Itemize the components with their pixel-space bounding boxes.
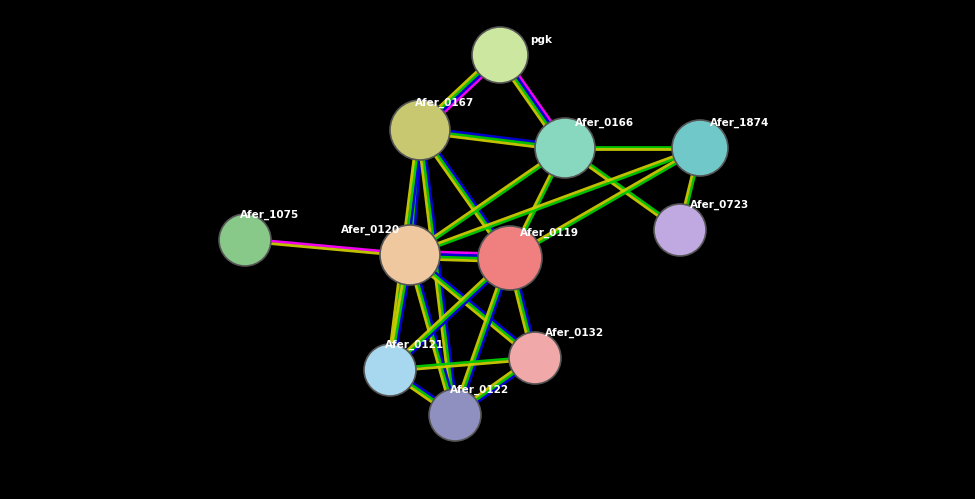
Text: Afer_0120: Afer_0120	[341, 225, 400, 235]
Circle shape	[380, 225, 440, 285]
Circle shape	[478, 226, 542, 290]
Text: Afer_0723: Afer_0723	[690, 200, 749, 210]
Circle shape	[654, 204, 706, 256]
Circle shape	[509, 332, 561, 384]
Text: Afer_0166: Afer_0166	[575, 118, 634, 128]
Text: Afer_0122: Afer_0122	[450, 385, 509, 395]
Text: Afer_0132: Afer_0132	[545, 328, 604, 338]
Text: Afer_1075: Afer_1075	[240, 210, 299, 220]
Text: Afer_0119: Afer_0119	[520, 228, 579, 238]
Circle shape	[390, 100, 450, 160]
Text: Afer_0167: Afer_0167	[415, 98, 474, 108]
Text: Afer_0121: Afer_0121	[385, 340, 445, 350]
Circle shape	[672, 120, 728, 176]
Text: pgk: pgk	[530, 35, 552, 45]
Circle shape	[535, 118, 595, 178]
Circle shape	[472, 27, 528, 83]
Text: Afer_1874: Afer_1874	[710, 118, 769, 128]
Circle shape	[219, 214, 271, 266]
Circle shape	[364, 344, 416, 396]
Circle shape	[429, 389, 481, 441]
